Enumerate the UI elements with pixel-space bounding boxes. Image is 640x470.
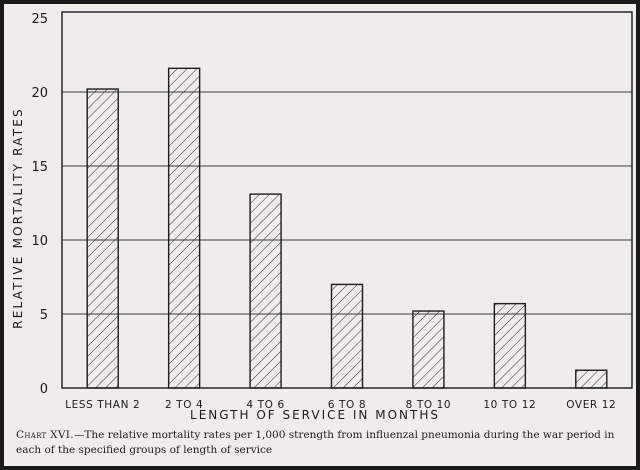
x-tick-labels: LESS THAN 2 2 TO 4 4 TO 6 6 TO 8 8 TO 10 10 T… [65,399,616,411]
bar [249,193,282,389]
chart-page: 0 5 10 15 20 25 LESS THAN 2 2 TO 4 4 TO 6 6 TO 8… [4,4,636,466]
x-tick-label: 4 TO 6 [246,399,284,411]
bar [575,369,608,389]
bar [86,88,119,389]
x-axis-title: LENGTH OF SERVICE IN MONTHS [190,408,440,422]
bar [330,283,364,389]
y-axis-title: RELATIVE MORTALITY RATES [11,107,25,329]
bars [86,67,608,389]
gridlines [62,91,632,315]
caption-lead: Chart XVI. [16,429,74,441]
caption-text: —The relative mortality rates per 1,000 … [16,429,615,456]
y-tick-label: 20 [31,86,48,101]
x-tick-label: 10 TO 12 [483,399,536,411]
x-tick-label: LESS THAN 2 [65,399,140,411]
x-tick-label: OVER 12 [566,399,616,411]
plot-frame [61,11,633,389]
x-tick-label: 2 TO 4 [165,399,203,411]
y-tick-label: 25 [31,12,48,27]
y-tick-label: 15 [31,160,48,175]
bar [167,67,201,389]
x-tick-label: 8 TO 10 [406,399,452,411]
y-tick-label: 0 [40,382,48,397]
bar [493,302,527,389]
bar-chart: 0 5 10 15 20 25 LESS THAN 2 2 TO 4 4 TO 6 6 TO 8… [11,11,633,422]
x-tick-label: 6 TO 8 [328,399,366,411]
y-tick-label: 5 [40,308,48,323]
bar [412,310,445,389]
figure-caption: Chart XVI.—The relative mortality rates … [16,428,626,458]
y-tick-label: 10 [31,234,48,249]
y-tick-labels: 0 5 10 15 20 25 [31,12,48,397]
